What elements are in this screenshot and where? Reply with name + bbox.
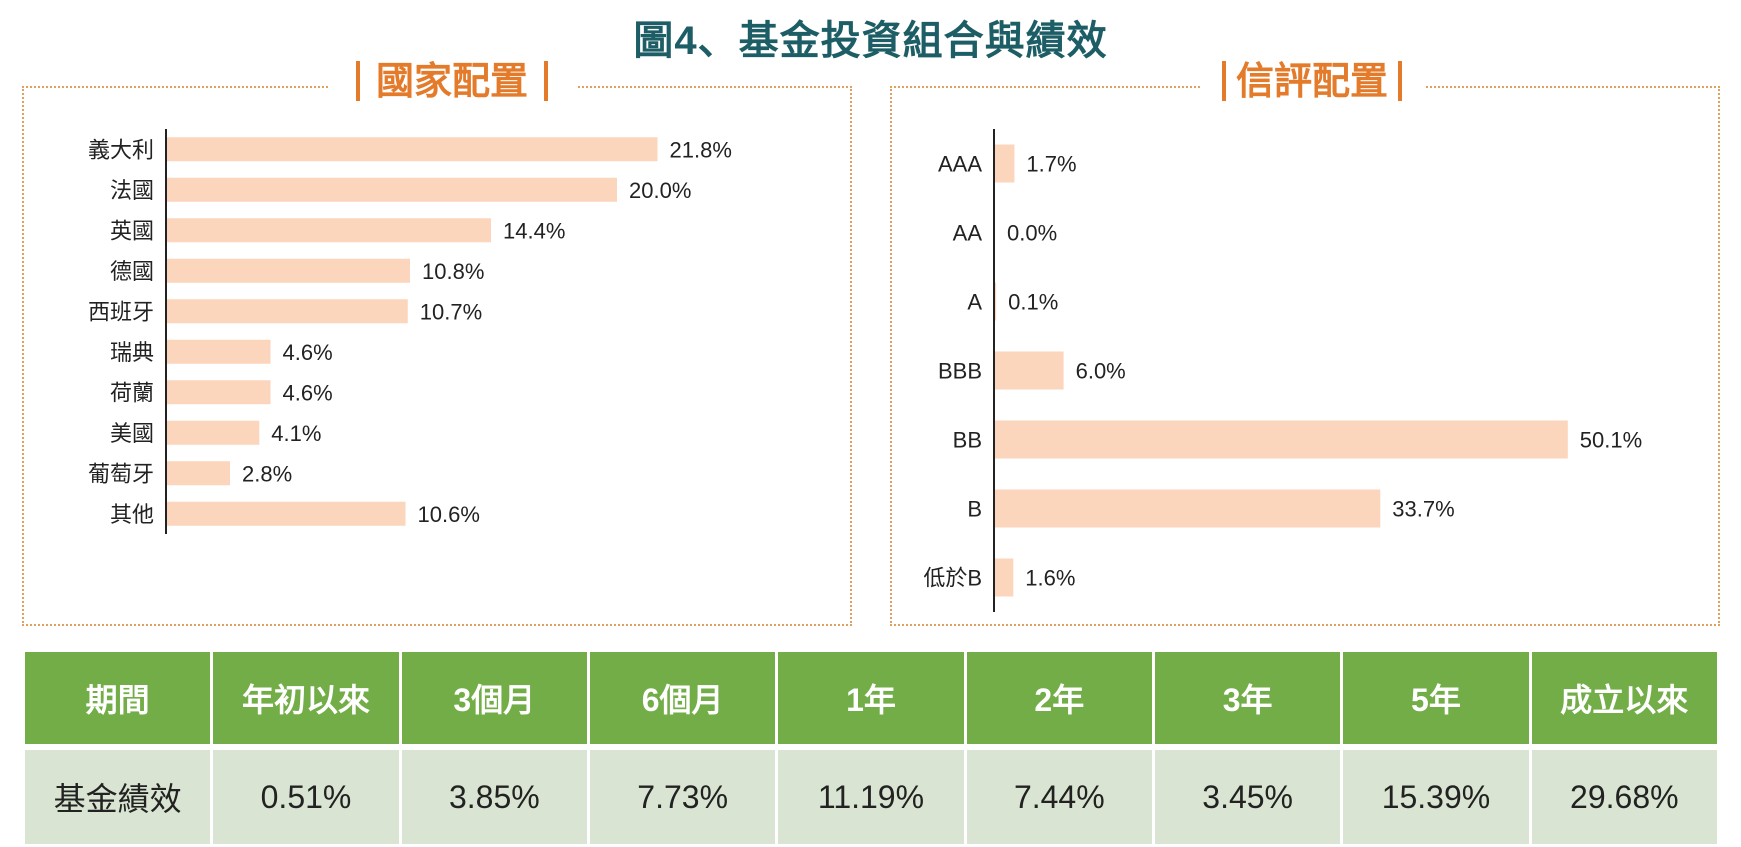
header-since-inception: 成立以來: [1531, 652, 1717, 750]
bar: [167, 258, 410, 283]
data-label: 0.0%: [1007, 221, 1057, 246]
data-label: 6.0%: [1076, 359, 1126, 384]
category-label: 英國: [110, 218, 154, 243]
title-bar-right: [544, 60, 549, 101]
bar: [167, 461, 230, 486]
bar: [995, 420, 1568, 459]
cell-ytd: 0.51%: [213, 750, 399, 844]
data-label: 4.1%: [271, 421, 321, 446]
category-label: BBB: [938, 359, 982, 384]
cell-3y: 3.45%: [1154, 750, 1341, 844]
data-label: 21.8%: [670, 137, 732, 162]
data-label: 4.6%: [283, 340, 333, 365]
header-3m: 3個月: [401, 652, 587, 750]
data-label: 10.8%: [422, 259, 484, 284]
country-bar-chart: 義大利 21.8% 法國 20.0% 英國 14.4% 德國 10.8% 西班牙 10.7% 瑞典 4…: [88, 129, 732, 534]
data-label: 4.6%: [283, 380, 333, 405]
country-panel-title: 國家配置: [328, 54, 577, 110]
rating-panel-title: 信評配置: [1200, 54, 1425, 110]
data-label: 0.1%: [1008, 290, 1058, 315]
cell-5y: 15.39%: [1343, 750, 1529, 844]
header-2y: 2年: [966, 652, 1152, 750]
cell-3m: 3.85%: [401, 750, 587, 844]
data-label: 14.4%: [503, 218, 565, 243]
table-row: 基金績效 0.51% 3.85% 7.73% 11.19% 7.44% 3.45…: [25, 750, 1717, 844]
rating-bar-chart: AAA 1.7% AA 0.0% A 0.1% BBB 6.0% BB 50.1% B 33.7% 低於…: [923, 129, 1642, 612]
bar: [995, 489, 1381, 528]
bar: [167, 420, 260, 445]
bar: [167, 380, 271, 405]
bar: [995, 282, 997, 321]
category-label: AAA: [938, 152, 982, 177]
data-label: 1.7%: [1026, 152, 1076, 177]
country-allocation-panel: 國家配置 義大利 21.8% 法國 20.0% 英國 14.4% 德國 10.8% 西班牙 10.…: [22, 54, 852, 626]
main-title: 圖4、基金投資組合與績效: [633, 19, 1108, 63]
bar: [995, 558, 1014, 597]
country-chart-title: 國家配置: [376, 61, 529, 103]
header-5y: 5年: [1343, 652, 1529, 750]
data-label: 20.0%: [629, 178, 691, 203]
bar: [167, 339, 271, 364]
category-label: 荷蘭: [110, 380, 154, 405]
category-label: 美國: [110, 421, 154, 446]
category-label: 其他: [110, 502, 154, 527]
cell-since-inception: 29.68%: [1531, 750, 1717, 844]
category-label: 西班牙: [88, 299, 154, 324]
header-1y: 1年: [778, 652, 964, 750]
data-label: 1.6%: [1025, 566, 1075, 591]
category-label: 葡萄牙: [88, 461, 154, 486]
data-label: 50.1%: [1580, 428, 1642, 453]
bar: [167, 177, 617, 202]
category-label: AA: [953, 221, 983, 246]
category-label: 法國: [110, 178, 154, 203]
header-3y: 3年: [1154, 652, 1341, 750]
cell-6m: 7.73%: [589, 750, 776, 844]
bar: [167, 501, 406, 526]
category-label: A: [967, 290, 982, 315]
title-bar-left: [1222, 60, 1226, 101]
bar: [167, 137, 658, 162]
category-label: 瑞典: [110, 340, 154, 365]
bar: [167, 218, 491, 243]
bar: [995, 144, 1015, 183]
title-bar-right: [1398, 60, 1403, 101]
header-period: 期間: [25, 652, 211, 750]
header-ytd: 年初以來: [213, 652, 399, 750]
category-label: 義大利: [88, 137, 154, 162]
data-label: 10.6%: [418, 502, 480, 527]
table-header-row: 期間 年初以來 3個月 6個月 1年 2年 3年 5年 成立以來: [25, 652, 1717, 750]
cell-2y: 7.44%: [966, 750, 1152, 844]
cell-1y: 11.19%: [778, 750, 964, 844]
header-6m: 6個月: [589, 652, 776, 750]
performance-table: 期間 年初以來 3個月 6個月 1年 2年 3年 5年 成立以來 基金績效 0.…: [22, 652, 1720, 844]
category-label: 德國: [110, 259, 154, 284]
rating-allocation-panel: 信評配置 AAA 1.7% AA 0.0% A 0.1% BBB 6.0% BB 50.1% B 33…: [890, 54, 1720, 626]
category-label: B: [967, 497, 982, 522]
category-label: BB: [953, 428, 982, 453]
category-label: 低於B: [923, 566, 982, 591]
bar: [167, 299, 408, 324]
data-label: 2.8%: [242, 461, 292, 486]
bar: [995, 351, 1064, 390]
title-bar-left: [356, 60, 360, 101]
data-label: 33.7%: [1392, 497, 1454, 522]
data-label: 10.7%: [420, 299, 482, 324]
row-label-fund-performance: 基金績效: [25, 750, 211, 844]
rating-chart-title: 信評配置: [1236, 61, 1389, 103]
